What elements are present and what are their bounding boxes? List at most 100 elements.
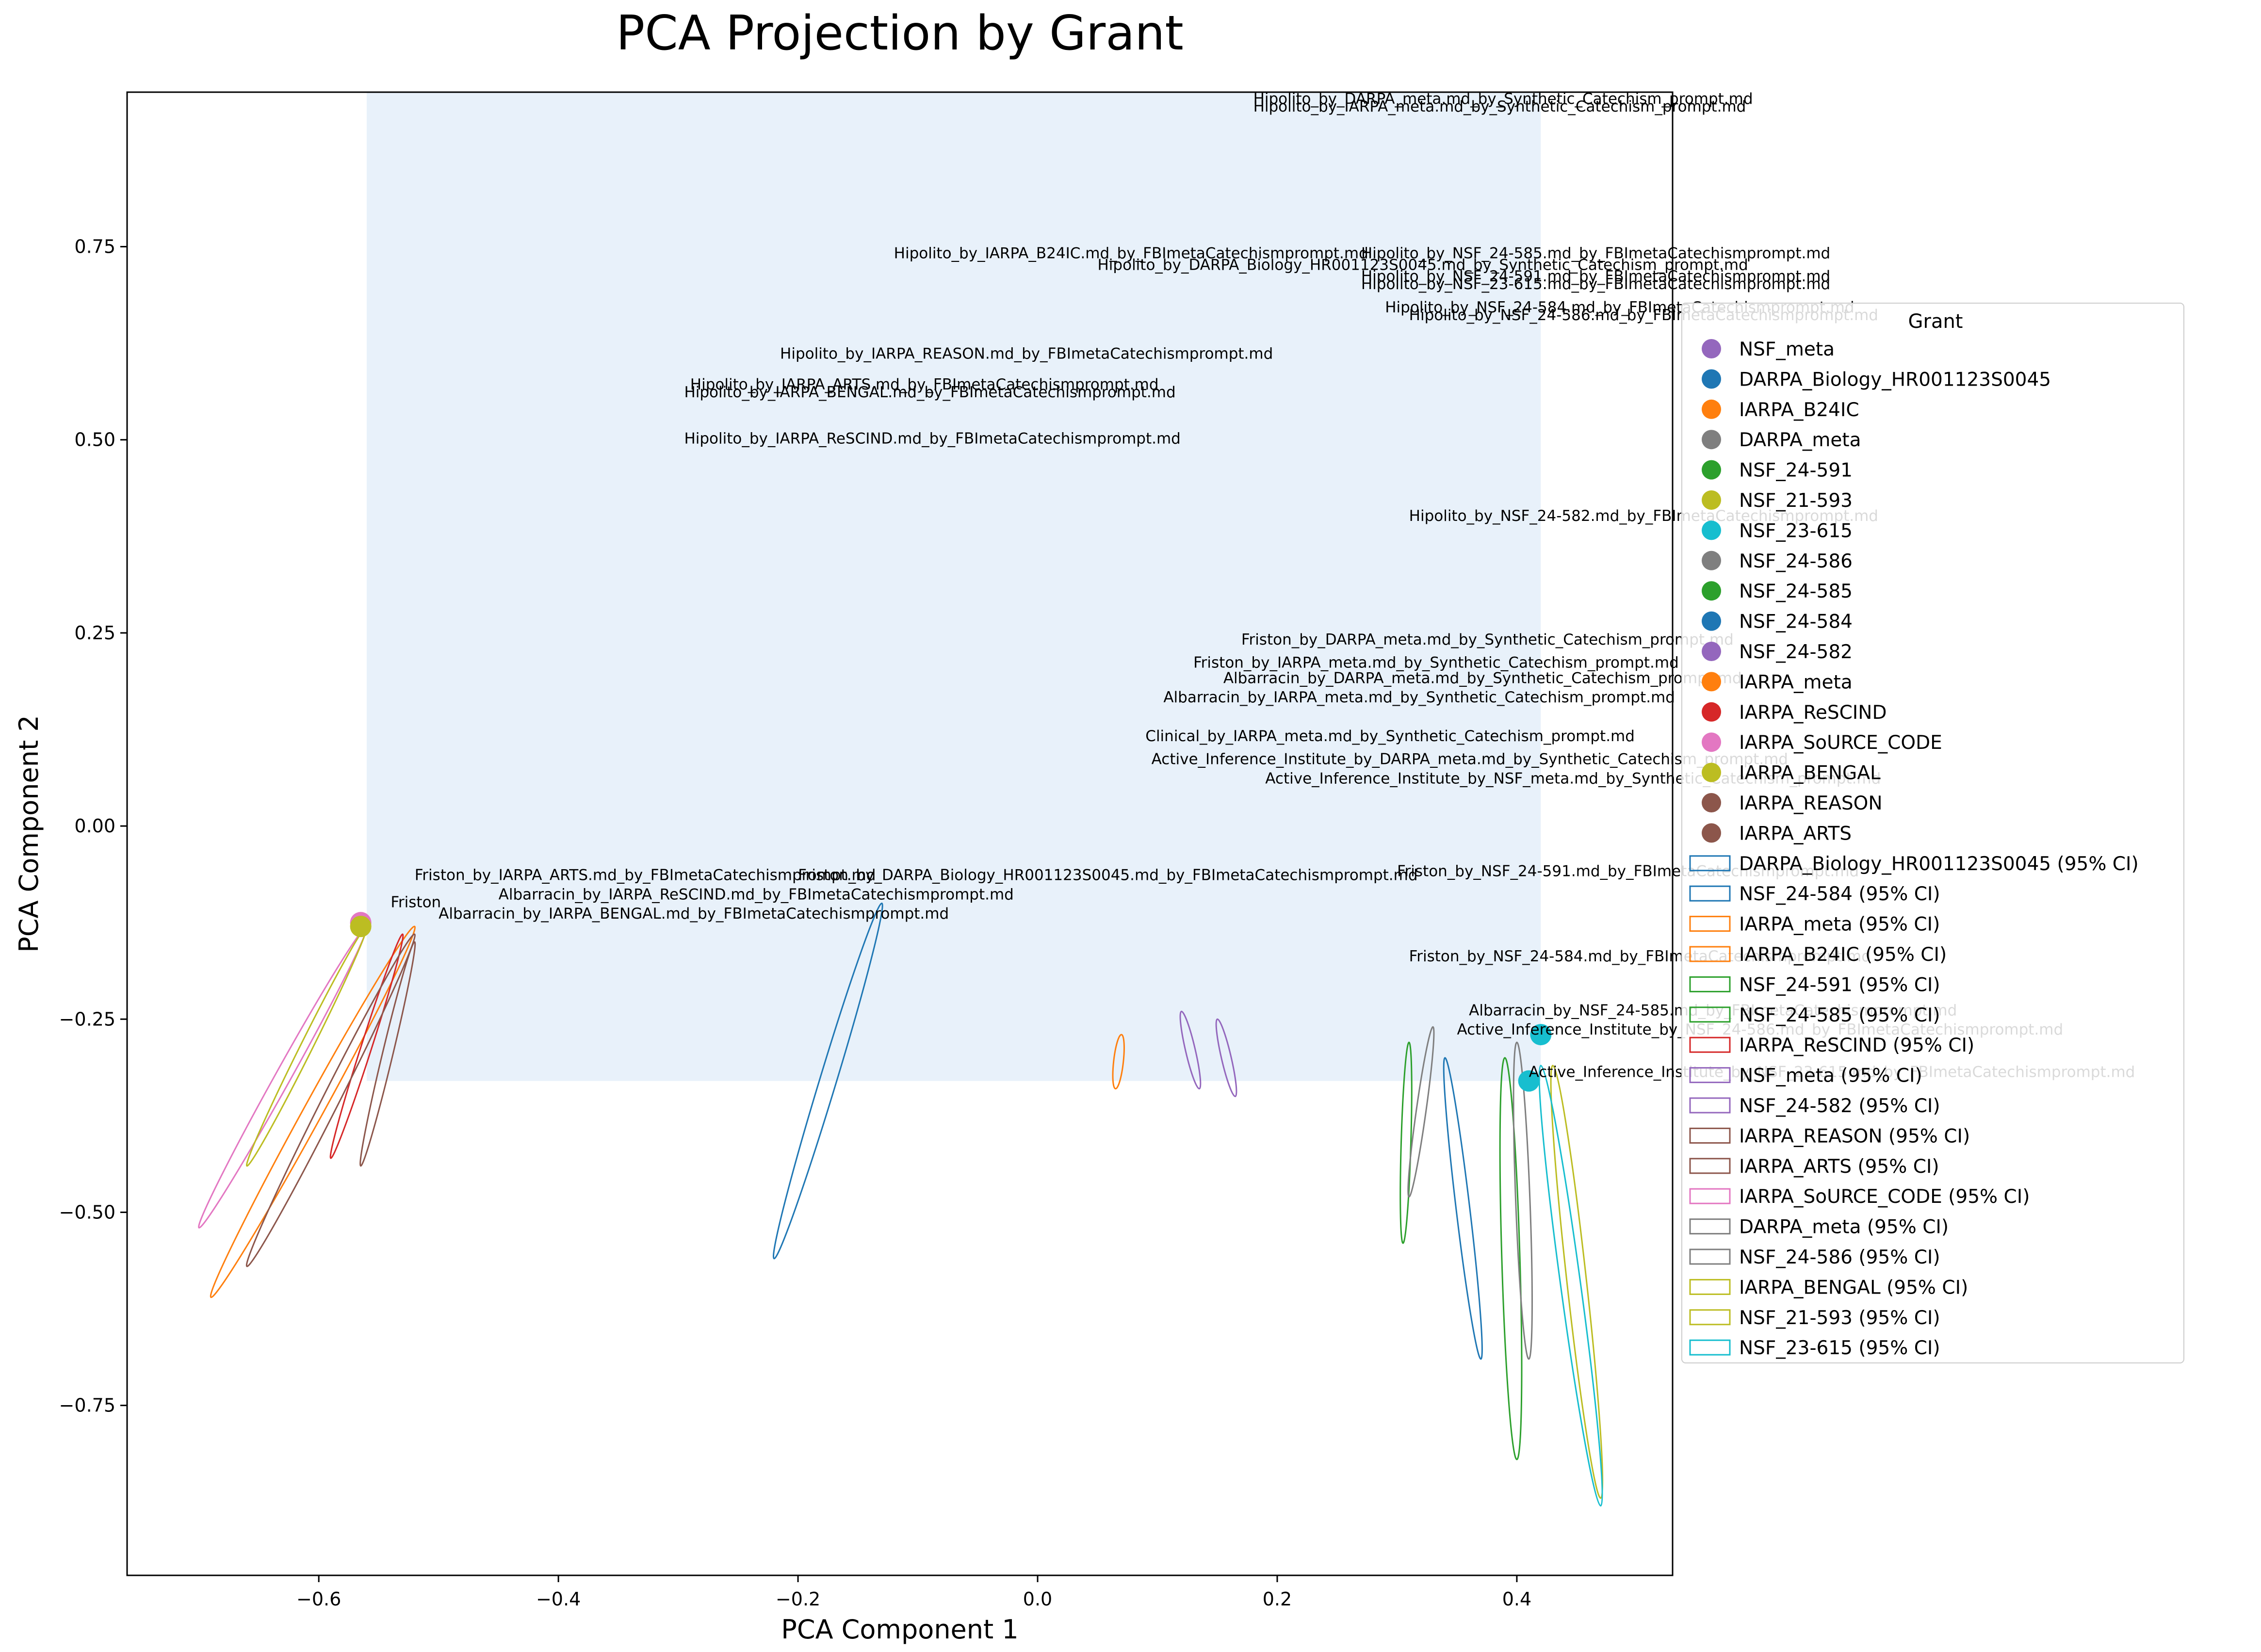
legend-label: IARPA_ARTS (1739, 823, 1852, 844)
point-label-18: Clinical_by_IARPA_meta.md_by_Synthetic_C… (1145, 728, 1635, 745)
confidence-ellipse-0 (772, 902, 883, 1260)
y-axis-ticks: −0.75 −0.50 −0.25 0.00 0.25 0.50 0.75 (59, 236, 127, 1416)
density-region (366, 92, 1541, 1081)
legend-ellipse-swatch (1689, 1158, 1731, 1174)
legend-label: NSF_24-586 (1739, 551, 1853, 572)
legend-label: NSF_24-585 (1739, 581, 1853, 602)
point-label-15: Friston_by_IARPA_meta.md_by_Synthetic_Ca… (1193, 654, 1679, 672)
y-tick-label: −0.25 (59, 1008, 115, 1030)
confidence-ellipse-1 (1443, 1057, 1483, 1360)
confidence-ellipse-2 (1112, 1034, 1125, 1090)
legend-marker (1702, 520, 1721, 540)
data-point-2 (1518, 1070, 1540, 1092)
point-label-4: Hipolito_by_IARPA_ReSCIND.md_by_FBImetaC… (684, 430, 1180, 448)
legend-label: NSF_24-585 (95% CI) (1739, 1004, 1940, 1026)
x-tick-label: −0.2 (776, 1588, 820, 1610)
legend-ellipse-swatch (1689, 1339, 1731, 1356)
confidence-ellipse-4 (1399, 1041, 1413, 1244)
y-tick-label: −0.75 (59, 1395, 115, 1416)
point-label-10: Hipolito_by_NSF_23-615.md_by_FBImetaCate… (1361, 275, 1830, 293)
legend-marker (1702, 732, 1721, 752)
legend-marker (1702, 793, 1721, 812)
legend-marker (1702, 762, 1721, 782)
legend-label: NSF_23-615 (1739, 520, 1853, 542)
x-tick-label: 0.2 (1263, 1588, 1292, 1610)
y-tick-label: −0.50 (59, 1201, 115, 1223)
confidence-ellipse-9 (245, 933, 416, 1267)
point-label-7: Hipolito_by_NSF_24-585.md_by_FBImetaCate… (1361, 244, 1830, 262)
x-tick-label: −0.6 (296, 1588, 341, 1610)
data-point-3 (1530, 1024, 1552, 1046)
point-label-6: Hipolito_by_IARPA_meta.md_by_Synthetic_C… (1253, 98, 1746, 115)
legend-label: NSF_23-615 (95% CI) (1739, 1337, 1940, 1359)
legend-marker (1702, 399, 1721, 419)
y-tick-label: 0.50 (74, 429, 115, 451)
legend-ellipse-swatch (1689, 1097, 1731, 1114)
point-label-8: Hipolito_by_DARPA_Biology_HR001123S0045.… (1098, 256, 1748, 274)
confidence-ellipse-10 (359, 941, 416, 1167)
legend-label: NSF_21-593 (95% CI) (1739, 1307, 1940, 1329)
confidence-ellipse-8 (1179, 1010, 1202, 1090)
legend-ellipse-swatch (1689, 1309, 1731, 1326)
legend-ellipse-swatch (1689, 1218, 1731, 1235)
point-label-23: Albarracin_by_IARPA_BENGAL.md_by_FBImeta… (439, 905, 949, 923)
legend-label: IARPA_meta (95% CI) (1739, 914, 1940, 936)
confidence-ellipse-12 (1407, 1026, 1435, 1198)
point-label-2: Hipolito_by_IARPA_ARTS.md_by_FBImetaCate… (690, 376, 1159, 393)
density-background (366, 92, 1541, 1081)
legend-ellipse-swatch (1689, 976, 1731, 992)
legend-ellipse-swatch (1689, 1279, 1731, 1295)
confidence-ellipse-6 (329, 933, 404, 1159)
point-label-16: Albarracin_by_DARPA_meta.md_by_Synthetic… (1223, 669, 1742, 687)
y-tick-label: 0.00 (74, 815, 115, 837)
confidence-ellipse-5 (1499, 1057, 1523, 1460)
legend-label: NSF_24-584 (95% CI) (1739, 883, 1940, 905)
legend-label: IARPA_BENGAL (1739, 762, 1881, 784)
point-label-17: Albarracin_by_IARPA_meta.md_by_Synthetic… (1163, 689, 1675, 706)
legend-label: IARPA_ReSCIND (1739, 702, 1887, 724)
legend-marker (1702, 369, 1721, 389)
point-label-25: Friston (390, 893, 441, 911)
point-label-5: Hipolito_by_DARPA_meta.md_by_Synthetic_C… (1253, 90, 1753, 108)
point-label-1: Hipolito_by_IARPA_REASON.md_by_FBImetaCa… (780, 345, 1273, 362)
legend-box (1681, 303, 2184, 1363)
legend-marker (1702, 460, 1721, 480)
legend-label: DARPA_Biology_HR001123S0045 (1739, 369, 2051, 390)
legend-marker (1702, 642, 1721, 661)
legend-label: NSF_24-584 (1739, 611, 1853, 633)
legend-label: NSF_meta (1739, 339, 1835, 360)
legend-marker (1702, 490, 1721, 510)
legend-label: DARPA_meta (95% CI) (1739, 1216, 1949, 1238)
x-axis-ticks: −0.6 −0.4 −0.2 0.0 0.2 0.4 (296, 1575, 1531, 1610)
legend-label: IARPA_SoURCE_CODE (1739, 732, 1942, 754)
confidence-ellipse-16 (1538, 1065, 1603, 1507)
legend-ellipse-swatch (1689, 1037, 1731, 1053)
legend-ellipse-swatch (1689, 1127, 1731, 1144)
data-point-1 (350, 916, 372, 938)
legend-label: IARPA_ReSCIND (95% CI) (1739, 1035, 1974, 1056)
point-label-0: Hipolito_by_IARPA_B24IC.md_by_FBImetaCat… (894, 244, 1368, 262)
legend-ellipse-swatch (1689, 946, 1731, 962)
legend-marker (1702, 430, 1721, 450)
legend-label: NSF_24-591 (95% CI) (1739, 974, 1940, 996)
legend-label: IARPA_B24IC (1739, 399, 1859, 421)
legend-marker (1702, 551, 1721, 570)
legend-label: NSF_24-586 (95% CI) (1739, 1247, 1940, 1268)
legend-marker (1702, 339, 1721, 358)
confidence-ellipse-13 (1513, 1041, 1533, 1360)
y-tick-label: 0.25 (74, 622, 115, 644)
legend-marker (1702, 581, 1721, 601)
legend-ellipse-swatch (1689, 1248, 1731, 1265)
legend-ellipse-swatch (1689, 1188, 1731, 1204)
legend-label: DARPA_Biology_HR001123S0045 (95% CI) (1739, 853, 2139, 875)
legend-label: NSF_24-582 (1739, 641, 1853, 663)
legend-label: NSF_meta (95% CI) (1739, 1065, 1922, 1087)
y-tick-label: 0.75 (74, 236, 115, 258)
legend-label: IARPA_meta (1739, 671, 1853, 693)
point-label-3: Hipolito_by_IARPA_BENGAL.md_by_FBImetaCa… (684, 384, 1175, 401)
legend-label: IARPA_ARTS (95% CI) (1739, 1156, 1939, 1178)
legend-marker (1702, 823, 1721, 843)
legend-label: IARPA_SoURCE_CODE (95% CI) (1739, 1186, 2030, 1208)
confidence-ellipse-7 (1215, 1018, 1237, 1098)
